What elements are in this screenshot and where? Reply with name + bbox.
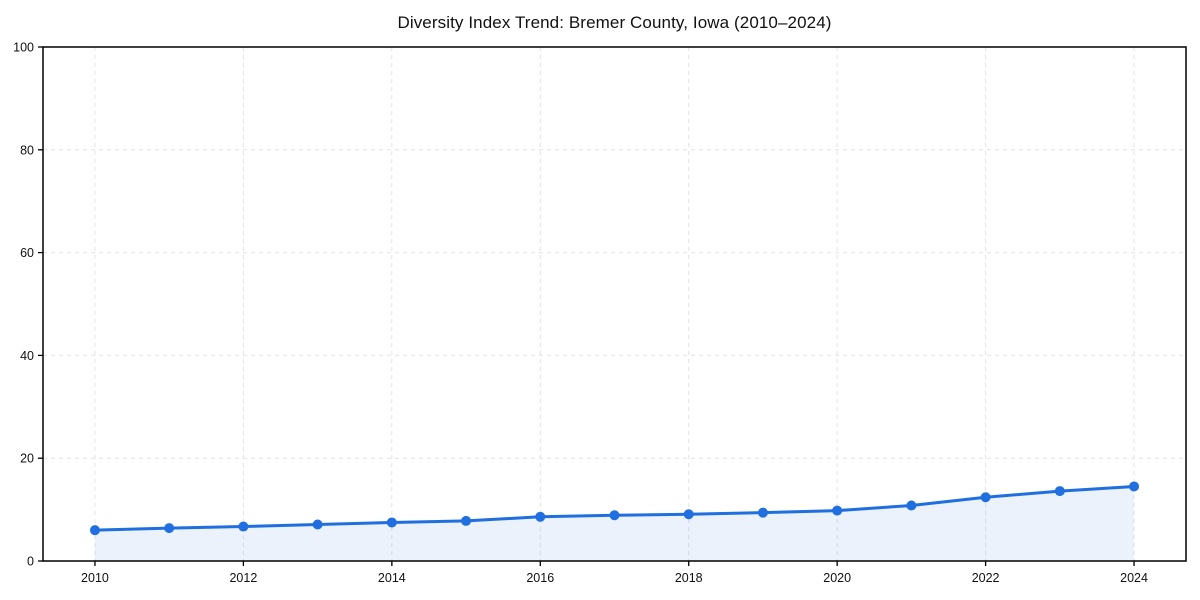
data-point-marker <box>535 511 546 522</box>
x-tick-label: 2016 <box>526 571 554 585</box>
x-tick-label: 2022 <box>972 571 1000 585</box>
y-tick-label: 20 <box>20 452 34 466</box>
data-point-marker <box>386 517 397 528</box>
data-point-marker <box>980 492 991 503</box>
x-tick-label: 2018 <box>675 571 703 585</box>
y-tick-label: 40 <box>20 349 34 363</box>
series-area-fill <box>94 486 1135 561</box>
x-tick-label: 2010 <box>81 571 109 585</box>
data-point-marker <box>164 523 175 534</box>
data-point-marker <box>1129 481 1140 492</box>
data-point-marker <box>906 500 917 511</box>
x-tick-label: 2014 <box>378 571 406 585</box>
data-point-marker <box>238 521 249 532</box>
data-point-marker <box>757 507 768 518</box>
x-tick-label: 2024 <box>1120 571 1148 585</box>
data-point-marker <box>312 519 323 530</box>
data-point-marker <box>609 510 620 521</box>
x-tick-label: 2020 <box>823 571 851 585</box>
data-point-marker <box>683 509 694 520</box>
y-tick-label: 80 <box>20 143 34 157</box>
y-tick-label: 100 <box>13 41 34 55</box>
data-point-marker <box>1054 486 1065 497</box>
data-point-marker <box>461 515 472 526</box>
x-tick-label: 2012 <box>229 571 257 585</box>
data-point-marker <box>89 525 100 536</box>
data-point-marker <box>832 505 843 516</box>
plot-border <box>42 46 1187 562</box>
chart-title: Diversity Index Trend: Bremer County, Io… <box>397 13 832 32</box>
y-tick-label: 0 <box>27 555 34 569</box>
y-tick-label: 60 <box>20 246 34 260</box>
